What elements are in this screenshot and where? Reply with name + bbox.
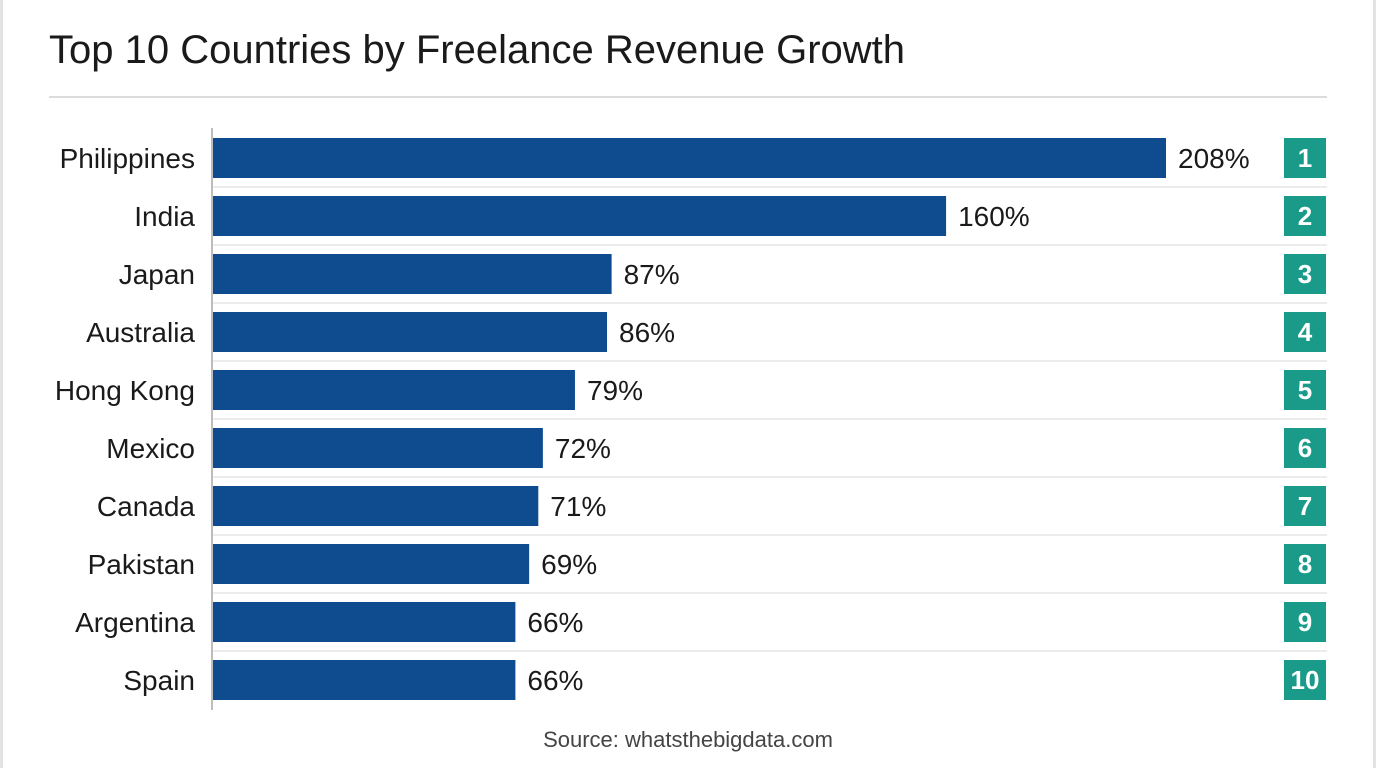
- bar-japan: [213, 254, 612, 294]
- page-frame-right: [1373, 0, 1376, 768]
- category-label: India: [134, 201, 195, 232]
- value-label: 79%: [587, 375, 643, 406]
- bar-hong-kong: [213, 370, 575, 410]
- title-divider: [49, 96, 1327, 98]
- rank-number: 8: [1298, 549, 1312, 579]
- bar-india: [213, 196, 947, 236]
- category-label: Hong Kong: [55, 375, 195, 406]
- rank-number: 9: [1298, 607, 1312, 637]
- bar-canada: [213, 486, 539, 526]
- rank-badge: [1284, 312, 1326, 352]
- value-label: 69%: [541, 549, 597, 580]
- rank-badge: [1284, 138, 1326, 178]
- rank-badge: [1284, 544, 1326, 584]
- rank-number: 7: [1298, 491, 1312, 521]
- value-label: 87%: [624, 259, 680, 290]
- bar-mexico: [213, 428, 543, 468]
- category-label: Mexico: [106, 433, 195, 464]
- rank-number: 3: [1298, 259, 1312, 289]
- rank-badge: [1284, 660, 1326, 700]
- rank-number: 4: [1298, 317, 1313, 347]
- bar-pakistan: [213, 544, 530, 584]
- rank-number: 6: [1298, 433, 1312, 463]
- rank-badge: [1284, 196, 1326, 236]
- bar-australia: [213, 312, 608, 352]
- category-label: Argentina: [75, 607, 195, 638]
- category-label: Pakistan: [88, 549, 195, 580]
- bar-argentina: [213, 602, 516, 642]
- category-label: Japan: [119, 259, 195, 290]
- rank-badge: [1284, 602, 1326, 642]
- rank-badge: [1284, 486, 1326, 526]
- rank-number: 5: [1298, 375, 1312, 405]
- bar-spain: [213, 660, 516, 700]
- category-label: Australia: [86, 317, 195, 348]
- category-label: Canada: [97, 491, 196, 522]
- value-label: 66%: [527, 665, 583, 696]
- rank-number: 1: [1298, 143, 1312, 173]
- page-frame-left: [0, 0, 3, 768]
- value-label: 160%: [958, 201, 1030, 232]
- rank-badge: [1284, 370, 1326, 410]
- chart-title: Top 10 Countries by Freelance Revenue Gr…: [49, 28, 906, 72]
- rank-badge: [1284, 254, 1326, 294]
- rank-number: 2: [1298, 201, 1312, 231]
- rank-number: 10: [1291, 665, 1320, 695]
- value-label: 71%: [550, 491, 606, 522]
- value-label: 86%: [619, 317, 675, 348]
- value-label: 208%: [1178, 143, 1250, 174]
- rank-badge: [1284, 428, 1326, 468]
- category-label: Spain: [123, 665, 195, 696]
- bar-philippines: [213, 138, 1166, 178]
- category-label: Philippines: [60, 143, 195, 174]
- value-label: 72%: [555, 433, 611, 464]
- chart-source: Source: whatsthebigdata.com: [543, 727, 833, 752]
- value-label: 66%: [527, 607, 583, 638]
